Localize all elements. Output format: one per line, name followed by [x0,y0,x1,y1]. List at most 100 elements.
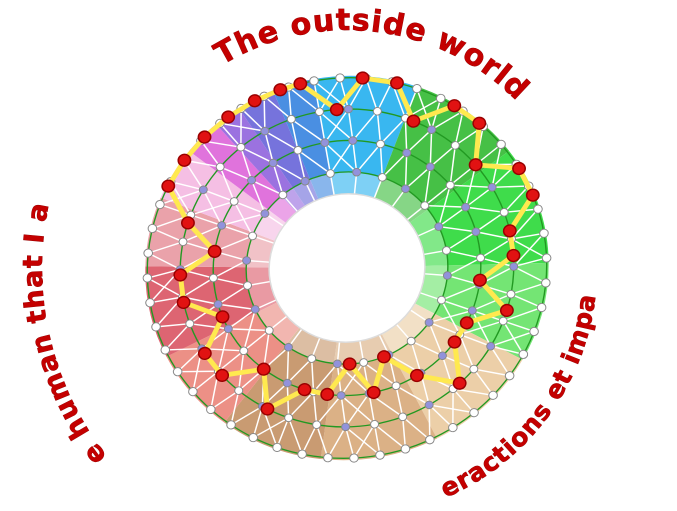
path-node[interactable] [472,116,487,130]
grid-node[interactable] [215,162,225,172]
path-node[interactable] [215,368,230,383]
path-node[interactable] [221,110,236,124]
sector-wedge[interactable] [134,179,279,288]
grid-node[interactable] [314,107,324,117]
grid-node[interactable] [336,391,346,400]
path-node[interactable] [409,368,424,383]
grid-node[interactable] [352,167,362,177]
grid-node[interactable] [539,228,549,239]
grid-node[interactable] [272,442,282,453]
grid-node[interactable] [188,387,198,397]
path-node[interactable] [297,382,312,397]
path-node[interactable] [355,71,370,85]
grid-node[interactable] [533,204,543,214]
grid-node[interactable] [437,351,447,361]
path-node[interactable] [215,310,230,324]
grid-node[interactable] [436,295,446,305]
grid-node[interactable] [247,175,257,185]
grid-node[interactable] [541,253,552,263]
path-node[interactable] [499,303,514,318]
grid-node[interactable] [208,273,218,283]
grid-node[interactable] [406,336,416,346]
grid-node[interactable] [236,142,246,152]
grid-node[interactable] [248,231,258,241]
grid-node[interactable] [320,138,330,147]
grid-node[interactable] [260,126,270,136]
grid-node[interactable] [293,145,303,155]
path-node[interactable] [329,102,344,117]
grid-node[interactable] [286,114,296,124]
path-node[interactable] [207,244,222,259]
grid-node[interactable] [486,341,496,351]
path-node[interactable] [502,224,517,238]
grid-node[interactable] [377,173,387,182]
grid-node[interactable] [401,184,411,194]
sector-wedge[interactable] [409,245,565,377]
grid-node[interactable] [151,322,161,332]
path-node[interactable] [377,350,391,364]
grid-node[interactable] [400,444,411,454]
grid-node[interactable] [198,185,208,195]
grid-node[interactable] [496,139,506,150]
path-node[interactable] [506,248,521,263]
grid-node[interactable] [425,435,435,445]
path-node[interactable] [293,77,308,91]
grid-node[interactable] [297,449,307,459]
sector-wedge[interactable] [214,99,306,223]
grid-node[interactable] [234,386,244,395]
grid-node[interactable] [178,237,188,247]
grid-node[interactable] [504,371,515,381]
grid-node[interactable] [341,422,351,432]
path-node[interactable] [342,357,357,371]
grid-node[interactable] [243,281,253,290]
grid-node[interactable] [461,202,471,212]
path-node[interactable] [260,402,275,416]
grid-node[interactable] [226,420,236,430]
grid-node[interactable] [427,125,437,134]
grid-node[interactable] [518,349,529,360]
grid-node[interactable] [476,253,486,263]
grid-node[interactable] [450,141,460,150]
grid-node[interactable] [155,199,165,210]
grid-node[interactable] [250,305,260,314]
path-node[interactable] [459,316,474,330]
grid-node[interactable] [260,209,270,218]
path-node[interactable] [473,273,487,287]
grid-node[interactable] [469,364,479,374]
path-node[interactable] [247,94,262,108]
grid-node[interactable] [143,248,153,258]
grid-node[interactable] [420,201,430,210]
grid-node[interactable] [248,433,259,443]
path-node[interactable] [273,83,288,97]
grid-node[interactable] [424,318,434,327]
grid-node[interactable] [370,419,380,429]
grid-node[interactable] [145,298,155,308]
grid-node[interactable] [391,381,401,391]
grid-node[interactable] [445,180,455,190]
grid-node[interactable] [160,345,171,355]
grid-node[interactable] [335,73,345,83]
grid-node[interactable] [312,420,322,430]
sector-wedge[interactable] [378,287,534,445]
grid-node[interactable] [441,246,451,255]
grid-node[interactable] [223,324,233,334]
grid-node[interactable] [499,208,509,217]
grid-node[interactable] [435,93,446,104]
grid-node[interactable] [185,319,195,328]
path-node[interactable] [161,179,176,193]
grid-node[interactable] [541,278,551,288]
grid-node[interactable] [536,302,547,313]
path-node[interactable] [176,295,191,310]
grid-node[interactable] [509,262,519,271]
grid-node[interactable] [487,183,497,192]
grid-node[interactable] [372,106,382,116]
path-node[interactable] [447,99,462,113]
grid-node[interactable] [307,354,317,363]
path-node[interactable] [256,362,271,376]
grid-node[interactable] [147,223,158,234]
path-node[interactable] [452,376,467,390]
grid-node[interactable] [300,176,310,186]
grid-node[interactable] [467,306,477,315]
path-node[interactable] [468,158,483,172]
grid-node[interactable] [206,404,216,415]
